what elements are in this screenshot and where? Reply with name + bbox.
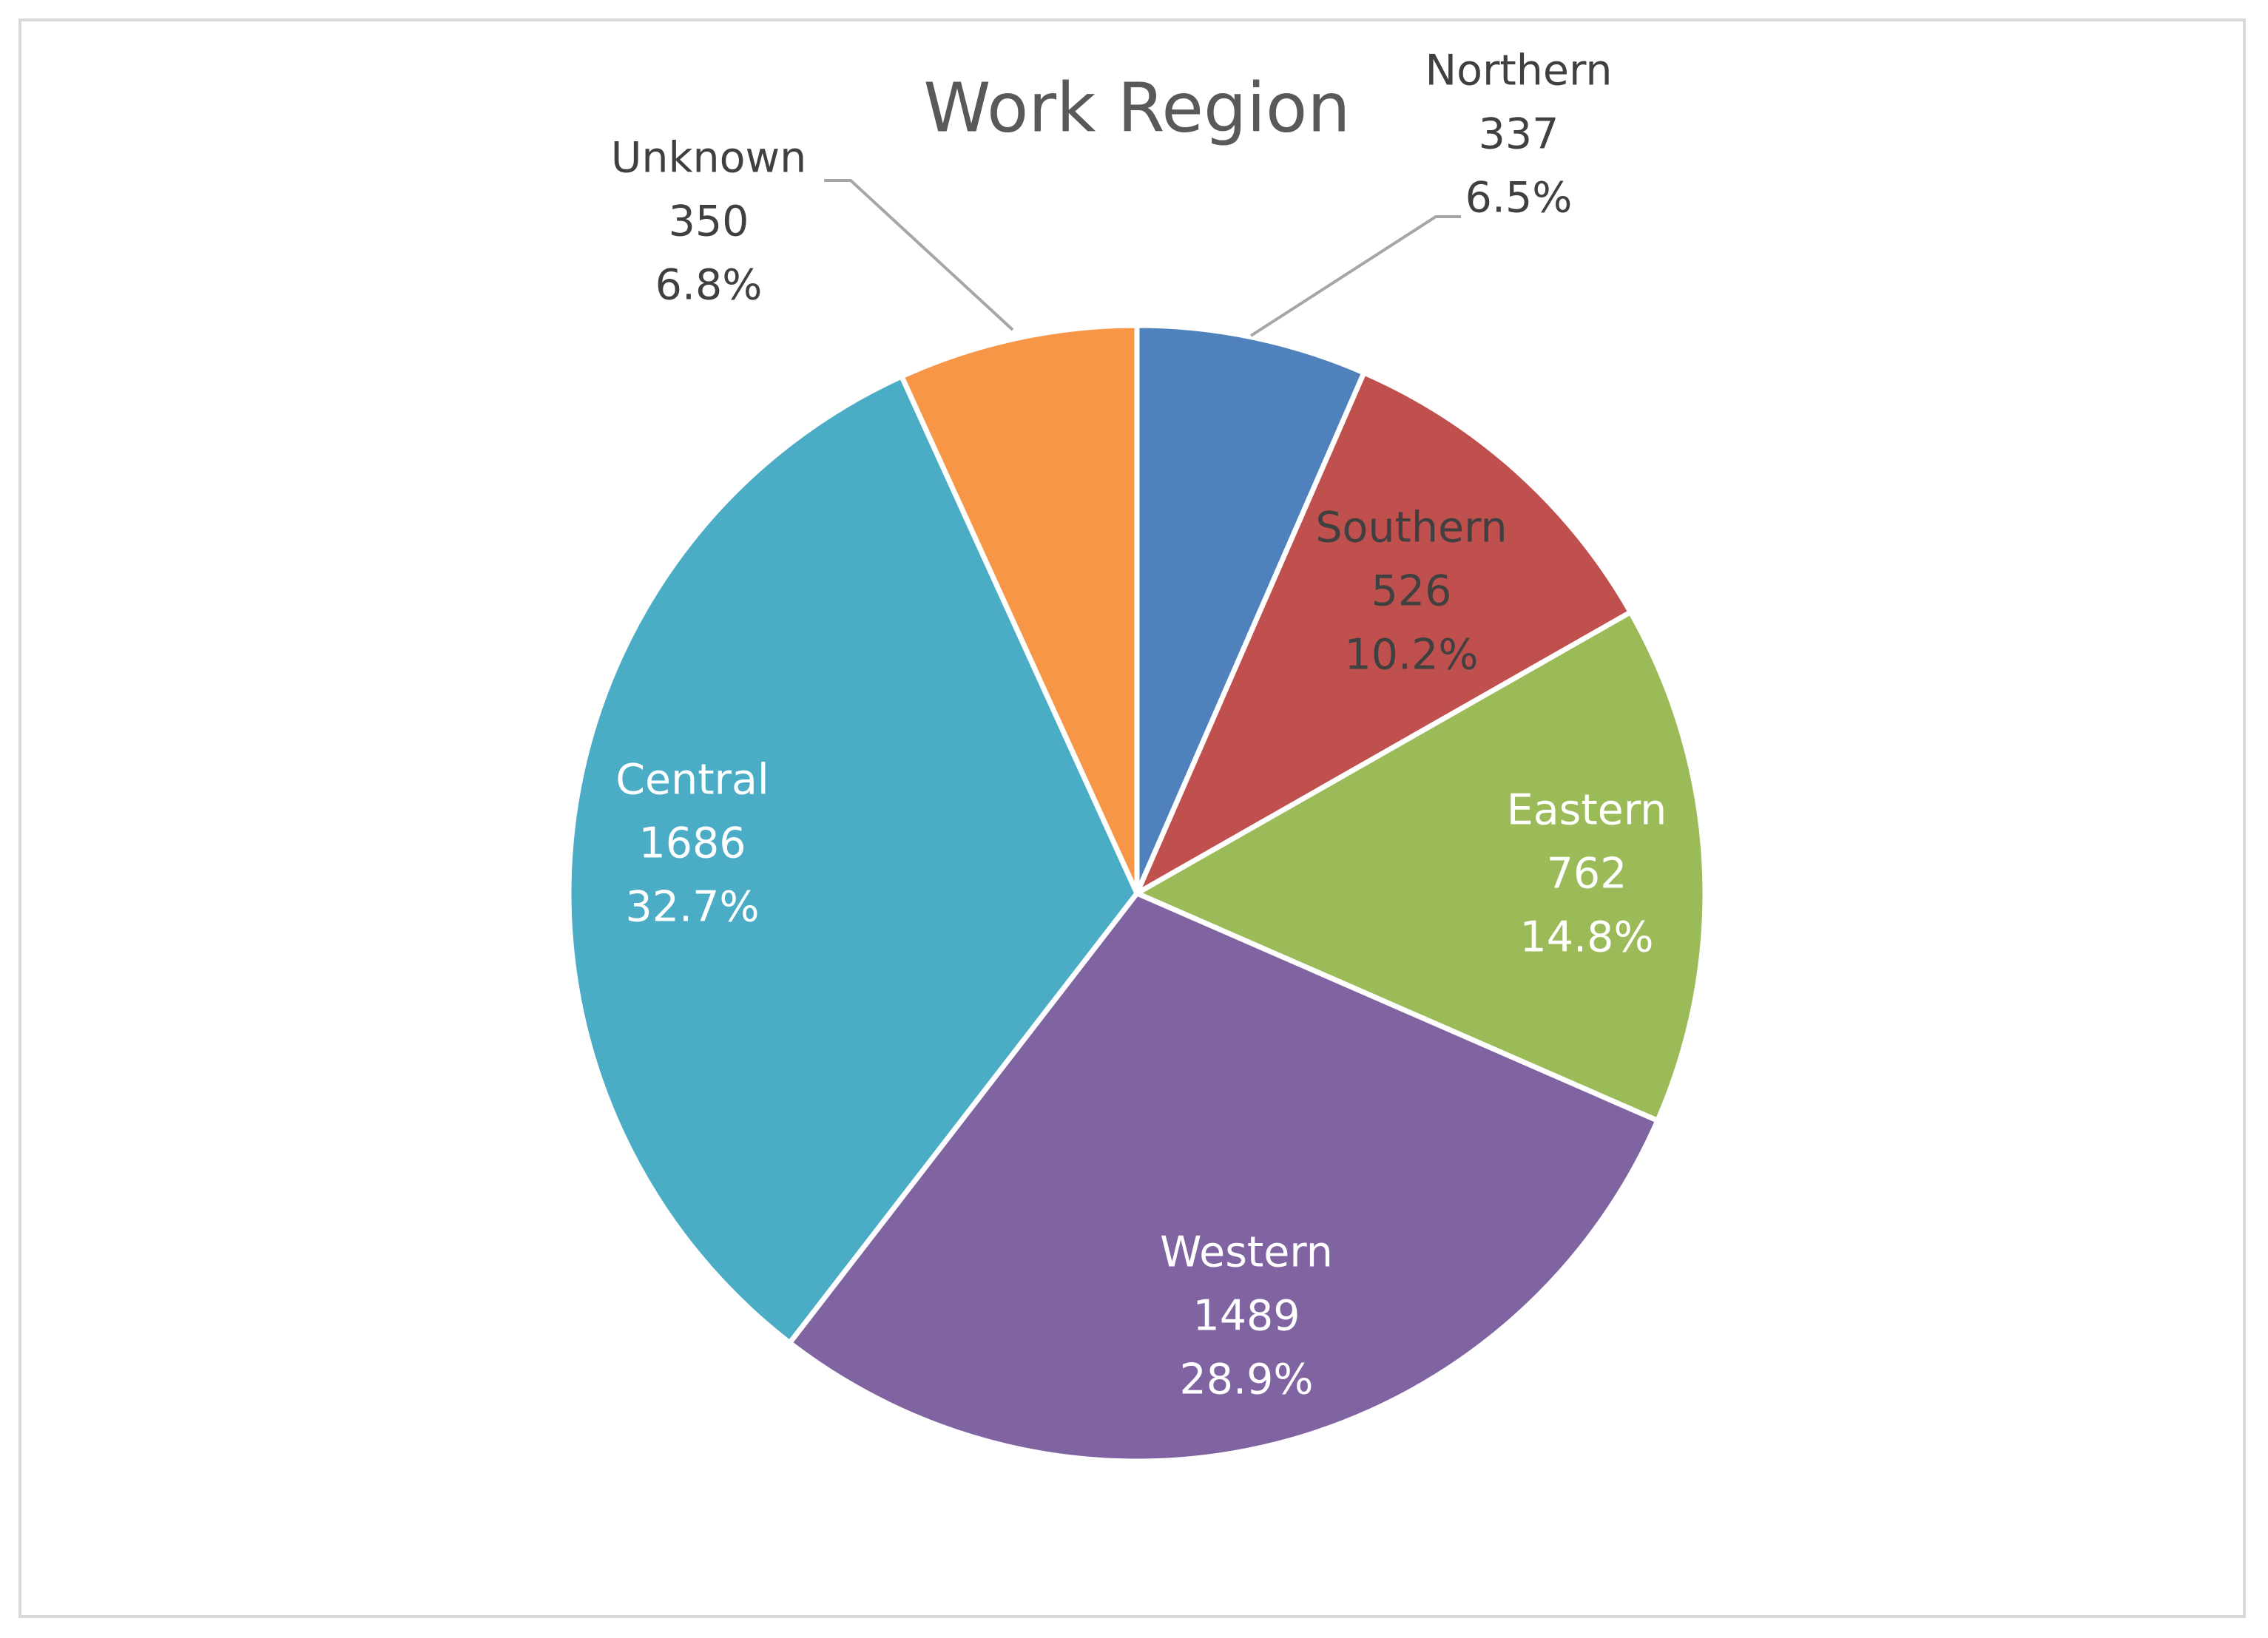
data-label-line: Central	[615, 756, 769, 805]
data-label-line: Unknown	[611, 134, 807, 183]
pie-slice	[1134, 370, 1633, 896]
data-label-line: 337	[1479, 110, 1559, 159]
data-label-line: 14.8%	[1519, 913, 1653, 962]
data-label-line: 762	[1547, 850, 1627, 898]
data-label-line: 10.2%	[1344, 631, 1478, 680]
data-label-line: Northern	[1425, 47, 1612, 95]
data-label-line: 1686	[638, 819, 746, 868]
pie-slice	[787, 890, 1661, 1464]
chart-title: Work Region	[923, 68, 1350, 147]
leader-line	[824, 179, 1014, 331]
data-label-line: 32.7%	[625, 883, 759, 932]
pie-slice	[1134, 322, 1367, 896]
data-label-line: 526	[1371, 567, 1452, 616]
pie-slice	[899, 322, 1140, 896]
data-label: Southern 526 10.2%	[1315, 504, 1507, 680]
data-label-line: 6.8%	[655, 261, 763, 310]
pie-slice	[566, 373, 1140, 1346]
data-label-line: Southern	[1315, 504, 1507, 552]
data-label: Unknown 350 6.8%	[611, 134, 807, 310]
data-label-line: Western	[1160, 1228, 1333, 1277]
data-label-line: Eastern	[1507, 786, 1667, 835]
data-label: Eastern 762 14.8%	[1507, 786, 1667, 962]
data-label: Northern 337 6.5%	[1425, 47, 1612, 223]
leader-line	[1249, 215, 1461, 337]
data-label-line: 28.9%	[1179, 1356, 1313, 1404]
data-label: Central 1686 32.7%	[615, 756, 769, 932]
data-label-line: 350	[669, 197, 749, 246]
data-label-line: 1489	[1192, 1292, 1300, 1341]
pie-slice	[1134, 609, 1708, 1123]
data-label-line: 6.5%	[1465, 174, 1573, 223]
data-label: Western 1489 28.9%	[1160, 1228, 1333, 1404]
